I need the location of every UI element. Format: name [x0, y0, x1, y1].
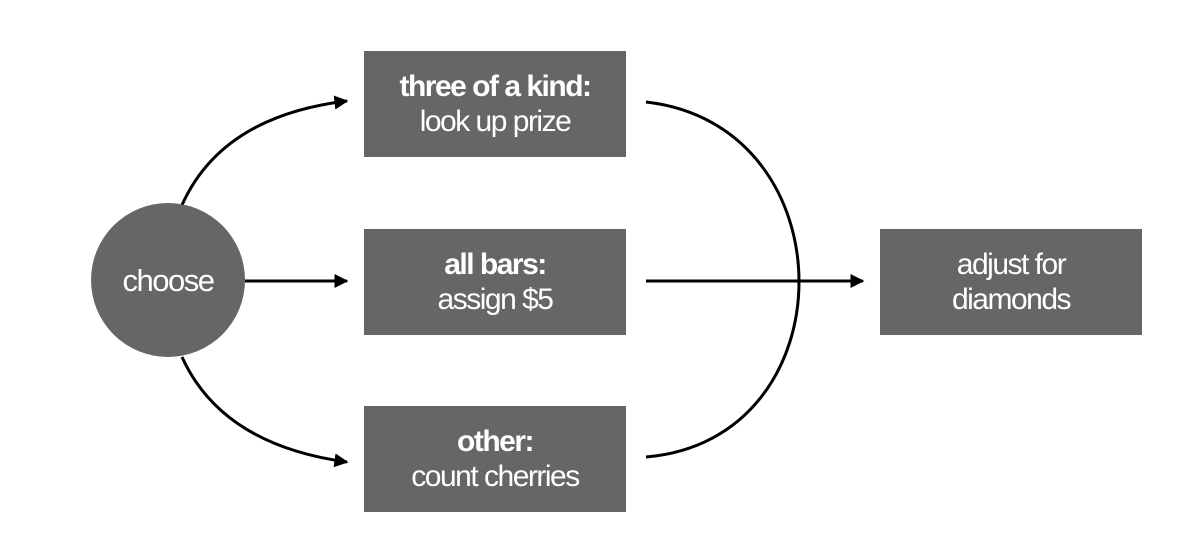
three-of-a-kind-node: three of a kind: look up prize [364, 51, 626, 157]
other-text: count cherries [411, 460, 580, 493]
all-bars-node: all bars: assign $5 [364, 229, 626, 335]
three-of-a-kind-text: look up prize [419, 105, 572, 138]
arrow-choose-to-other [180, 356, 349, 468]
all-bars-title: all bars: [444, 248, 547, 281]
three-of-a-kind-title: three of a kind: [399, 70, 592, 103]
choose-label: choose [122, 262, 215, 298]
other-node: other: count cherries [364, 406, 626, 512]
other-title: other: [457, 425, 535, 458]
all-bars-text: assign $5 [437, 283, 554, 316]
arrow-choose-to-three-of-a-kind [180, 95, 349, 206]
choose-node: choose [91, 203, 245, 357]
adjust-for-diamonds-node: adjust for diamonds [880, 229, 1142, 335]
adjust-line-2: diamonds [951, 283, 1072, 316]
adjust-line-1: adjust for [956, 248, 1067, 281]
